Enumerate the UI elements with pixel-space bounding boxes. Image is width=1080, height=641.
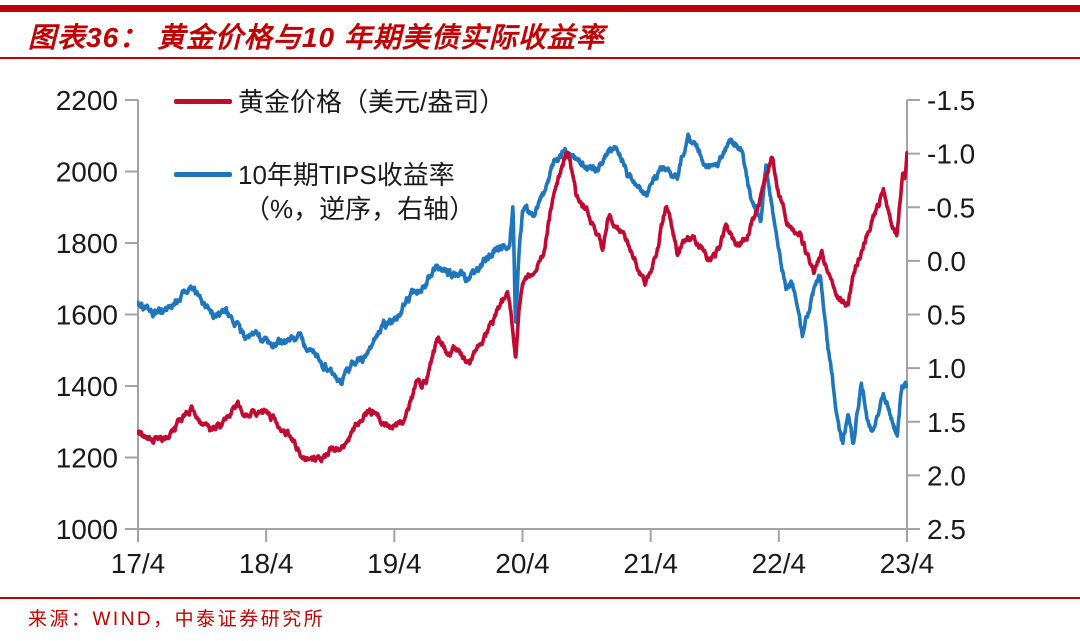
legend-gold-swatch — [174, 99, 232, 104]
page-title: 图表36： 黄金价格与10 年期美债实际收益率 — [28, 22, 605, 53]
source-text: 来源：WIND，中泰证券研究所 — [28, 609, 326, 630]
x-axis-tick-label: 18/4 — [239, 548, 294, 579]
y-axis-tick-label-right: -1.0 — [927, 139, 975, 170]
footer-rule — [0, 597, 1080, 599]
y-axis-tick-label-right: 1.5 — [927, 407, 966, 438]
y-axis-tick-label-left: 1600 — [56, 300, 118, 331]
x-axis-tick-label: 23/4 — [880, 548, 935, 579]
y-axis-tick-label-right: 2.5 — [927, 514, 966, 545]
y-axis-tick-label-right: -1.5 — [927, 85, 975, 116]
y-axis-tick-label-right: -0.5 — [927, 192, 975, 223]
x-axis-tick-label: 19/4 — [367, 548, 422, 579]
legend-tips-swatch — [174, 172, 232, 177]
y-axis-tick-label-right: 2.0 — [927, 460, 966, 491]
tips-line — [137, 132, 908, 446]
y-axis-tick-label-left: 1800 — [56, 228, 118, 259]
title-top-bar — [0, 5, 1080, 12]
legend-tips-sublabel: （%，逆序，右轴） — [244, 194, 476, 224]
y-axis-tick-label-right: 0.5 — [927, 300, 966, 331]
y-axis-tick-label-right: 1.0 — [927, 353, 966, 384]
y-axis-tick-label-left: 2200 — [56, 85, 118, 116]
legend-gold-label: 黄金价格（美元/盎司） — [238, 87, 506, 117]
x-axis-tick-label: 22/4 — [752, 548, 807, 579]
x-axis-tick-label: 20/4 — [495, 548, 550, 579]
y-axis-tick-label-right: 0.0 — [927, 246, 966, 277]
y-axis-tick-label-left: 2000 — [56, 157, 118, 188]
gold-line — [137, 150, 908, 464]
y-axis-tick-label-left: 1200 — [56, 443, 118, 474]
title-underline — [0, 57, 1080, 59]
legend-tips-label: 10年期TIPS收益率 — [238, 160, 455, 190]
y-axis-tick-label-left: 1400 — [56, 371, 118, 402]
y-axis-tick-label-left: 1000 — [56, 514, 118, 545]
x-axis-tick-label: 17/4 — [111, 548, 166, 579]
x-axis-tick-label: 21/4 — [623, 548, 678, 579]
